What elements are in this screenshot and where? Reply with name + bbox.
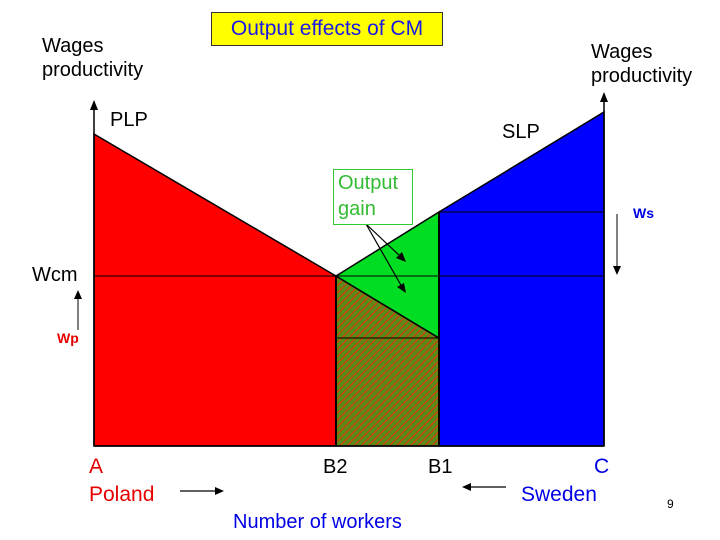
poland-label: Poland — [89, 483, 155, 506]
point-a-label: A — [89, 455, 104, 478]
callout-arrow-1-head — [396, 252, 406, 262]
poland-area — [93, 132, 337, 447]
point-c-label: C — [594, 455, 610, 478]
right-axis-label-line1: Wages — [591, 41, 653, 63]
callout-arrow-2-head — [397, 283, 406, 293]
output-gain-callout: Output gain — [333, 169, 413, 225]
callout-line2: gain — [338, 198, 376, 220]
left-y-axis-arrow — [90, 100, 98, 110]
plp-label: PLP — [110, 109, 148, 131]
point-b2-label: B2 — [323, 456, 348, 478]
ws-label: Ws — [633, 205, 654, 221]
right-y-axis-arrow — [600, 92, 608, 102]
x-axis-label: Number of workers — [233, 511, 402, 533]
callout-arrow-2 — [365, 223, 403, 288]
wp-arrow-head — [74, 290, 82, 299]
sweden-arrow-head — [462, 483, 471, 491]
right-axis-label: Wages productivity — [591, 40, 692, 88]
poland-arrow-head — [215, 487, 224, 495]
left-axis-label-line1: Wages — [42, 35, 104, 57]
wp-label: Wp — [57, 330, 79, 346]
point-b1-label: B1 — [428, 456, 453, 478]
sweden-area — [438, 110, 605, 447]
slide-title: Output effects of CM — [211, 12, 443, 46]
left-axis-label: Wages productivity — [42, 34, 143, 82]
callout-line1: Output — [338, 172, 399, 194]
wcm-label: Wcm — [32, 264, 78, 286]
callout-arrow-1 — [365, 223, 402, 258]
left-axis-label-line2: productivity — [42, 59, 144, 81]
ws-arrow-head — [613, 266, 621, 275]
right-axis-label-line2: productivity — [591, 65, 693, 87]
page-number: 9 — [667, 497, 674, 511]
sweden-label: Sweden — [521, 483, 597, 506]
slp-label: SLP — [502, 121, 540, 143]
